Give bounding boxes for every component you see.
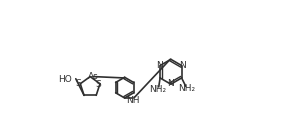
Text: N: N xyxy=(179,61,186,70)
Text: S: S xyxy=(96,80,101,89)
Text: HO: HO xyxy=(58,75,72,84)
Text: As: As xyxy=(88,72,99,81)
Text: N: N xyxy=(167,79,174,88)
Text: N: N xyxy=(156,61,163,70)
Text: S: S xyxy=(76,79,81,87)
Text: NH₂: NH₂ xyxy=(149,85,167,94)
Text: NH: NH xyxy=(126,95,140,105)
Text: NH₂: NH₂ xyxy=(178,84,195,93)
